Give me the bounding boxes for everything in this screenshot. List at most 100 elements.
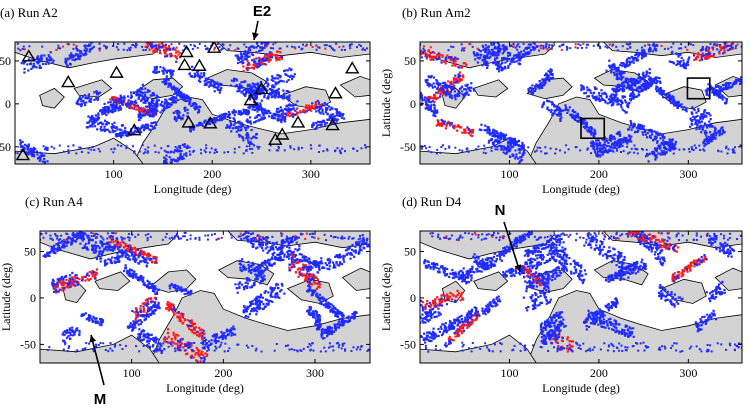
data-point (172, 151, 176, 154)
data-point (483, 61, 486, 65)
data-point (495, 51, 498, 54)
data-point (628, 64, 631, 67)
data-point (621, 86, 624, 89)
data-point (130, 131, 133, 135)
data-point (725, 44, 728, 47)
data-point (709, 122, 712, 126)
data-point (606, 46, 609, 49)
data-point (275, 91, 278, 94)
data-point (246, 55, 249, 59)
data-point (680, 43, 683, 46)
data-point (605, 145, 609, 148)
data-point (630, 123, 633, 126)
data-point (250, 59, 254, 62)
data-point (458, 94, 461, 97)
data-point (637, 52, 640, 55)
data-point (452, 78, 455, 82)
data-point (500, 67, 503, 70)
data-point (438, 55, 441, 59)
data-point (242, 61, 245, 64)
data-point (186, 144, 189, 147)
data-point (335, 42, 338, 45)
triangle-marker (177, 57, 192, 71)
data-point (528, 86, 532, 89)
data-point (259, 118, 262, 121)
data-point (255, 83, 258, 86)
data-point (493, 129, 496, 132)
data-point (564, 108, 567, 111)
data-point (255, 105, 258, 108)
data-point (707, 94, 711, 97)
data-point (241, 62, 244, 65)
data-point (616, 74, 619, 78)
data-point (110, 148, 113, 151)
data-point (644, 76, 647, 79)
data-point (108, 106, 111, 109)
data-point (625, 63, 629, 67)
data-point (186, 115, 189, 118)
data-point (464, 128, 467, 131)
data-point (605, 137, 608, 140)
data-point (512, 45, 515, 48)
land-mass (39, 87, 65, 109)
data-point (644, 54, 648, 57)
data-point (238, 83, 241, 86)
data-point (630, 97, 634, 100)
data-point (611, 98, 614, 101)
data-point (176, 150, 179, 153)
data-point (262, 89, 265, 92)
data-point (635, 57, 638, 60)
data-point (654, 136, 658, 139)
data-point (661, 89, 664, 92)
data-point (638, 76, 641, 79)
data-point (457, 124, 461, 128)
data-point (255, 57, 258, 60)
data-point (88, 43, 91, 46)
data-point (719, 48, 722, 52)
data-point (229, 124, 233, 127)
data-point (481, 44, 484, 47)
data-point (546, 106, 549, 109)
data-point (155, 71, 158, 74)
data-point (648, 152, 652, 155)
data-point (497, 43, 501, 46)
data-point (147, 112, 150, 115)
data-point (310, 106, 313, 110)
data-point (591, 140, 595, 143)
data-point (692, 44, 695, 47)
data-point (37, 61, 40, 65)
data-point (218, 45, 221, 48)
data-point (178, 42, 181, 45)
data-point (714, 92, 717, 95)
data-point (249, 88, 252, 91)
data-point (482, 49, 485, 52)
data-point (547, 46, 550, 49)
data-point (276, 92, 279, 95)
data-point (498, 45, 501, 48)
data-point (574, 46, 577, 49)
data-point (458, 66, 461, 69)
data-point (235, 130, 238, 133)
data-point (211, 84, 214, 87)
data-point (432, 93, 436, 96)
data-point (271, 84, 275, 88)
data-point (720, 127, 723, 130)
x-axis-label: Longitude (deg) (154, 182, 232, 196)
data-point (140, 98, 143, 101)
data-point (661, 153, 665, 156)
data-point (423, 98, 426, 102)
data-point (727, 44, 730, 47)
data-point (80, 103, 83, 106)
data-point (259, 80, 263, 84)
data-point (628, 62, 632, 65)
data-point (174, 55, 177, 58)
data-point (142, 101, 145, 104)
data-point (513, 139, 516, 142)
data-point (200, 122, 203, 125)
data-point (293, 103, 297, 107)
data-point (153, 126, 156, 130)
data-point (487, 52, 490, 56)
data-point (582, 42, 585, 45)
data-point (721, 126, 724, 129)
data-point (639, 127, 642, 131)
